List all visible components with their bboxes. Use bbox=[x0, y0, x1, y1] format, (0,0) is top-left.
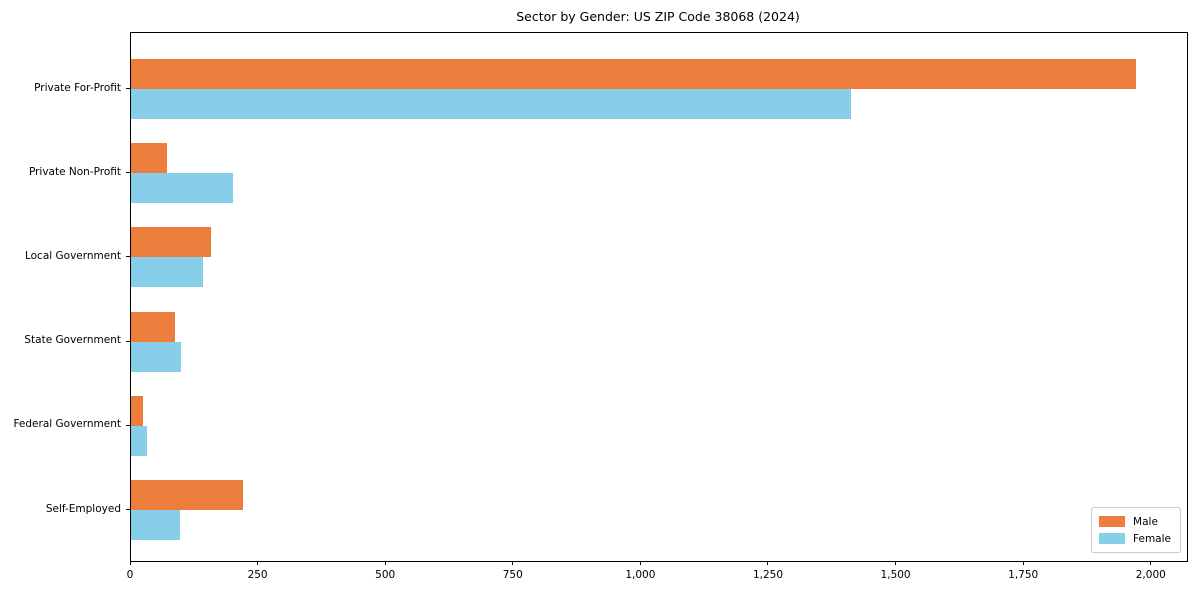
legend-label-male: Male bbox=[1133, 515, 1158, 528]
legend: Male Female bbox=[1091, 507, 1181, 553]
y-tick-mark bbox=[126, 256, 130, 258]
y-tick-mark bbox=[126, 340, 130, 342]
x-tick-mark bbox=[767, 561, 769, 565]
bar-male bbox=[131, 311, 175, 342]
bar-female bbox=[131, 89, 851, 119]
bar-female bbox=[131, 510, 180, 540]
bar-female bbox=[131, 257, 203, 288]
x-tick-label: 1,500 bbox=[880, 569, 911, 581]
plot-area: Male Female bbox=[130, 32, 1188, 562]
bar-male bbox=[131, 227, 212, 258]
x-tick-label: 500 bbox=[375, 569, 396, 581]
x-tick-mark bbox=[639, 561, 641, 565]
x-tick-label: 750 bbox=[502, 569, 523, 581]
chart-title: Sector by Gender: US ZIP Code 38068 (202… bbox=[516, 9, 800, 24]
bar-female bbox=[131, 341, 182, 372]
y-tick-mark bbox=[126, 88, 130, 89]
x-tick-mark bbox=[1150, 561, 1152, 565]
bar-male bbox=[131, 480, 244, 510]
legend-swatch-female bbox=[1099, 533, 1126, 544]
x-tick-label: 1,250 bbox=[752, 569, 784, 581]
y-tick-label: Self-Employed bbox=[45, 502, 121, 515]
x-tick-mark bbox=[257, 561, 259, 565]
legend-item-male: Male bbox=[1099, 513, 1171, 530]
y-tick-label: Federal Government bbox=[13, 418, 121, 431]
y-tick-label: Private Non-Profit bbox=[28, 165, 121, 178]
bar-male bbox=[131, 59, 1137, 89]
y-tick-label: State Government bbox=[24, 334, 121, 347]
legend-item-female: Female bbox=[1099, 530, 1171, 547]
y-tick-mark bbox=[126, 509, 130, 510]
x-tick-label: 1,750 bbox=[1008, 569, 1039, 581]
y-tick-label: Local Government bbox=[24, 249, 121, 262]
y-tick-mark bbox=[126, 424, 130, 426]
x-tick-mark bbox=[512, 561, 514, 565]
x-tick-label: 1,000 bbox=[625, 569, 656, 581]
y-tick-mark bbox=[126, 172, 130, 174]
bar-male bbox=[131, 395, 143, 426]
x-tick-mark bbox=[895, 561, 897, 565]
x-tick-label: 250 bbox=[247, 569, 268, 581]
y-tick-label: Private For-Profit bbox=[34, 81, 121, 94]
x-tick-label: 0 bbox=[126, 569, 134, 581]
x-tick-mark bbox=[129, 561, 131, 565]
x-tick-mark bbox=[384, 561, 386, 565]
legend-swatch-male bbox=[1099, 516, 1126, 527]
legend-label-female: Female bbox=[1133, 532, 1171, 545]
x-tick-mark bbox=[1022, 561, 1024, 565]
bar-female bbox=[131, 173, 234, 204]
x-tick-label: 2,000 bbox=[1135, 569, 1166, 581]
bar-male bbox=[131, 143, 167, 174]
bar-female bbox=[131, 425, 148, 456]
